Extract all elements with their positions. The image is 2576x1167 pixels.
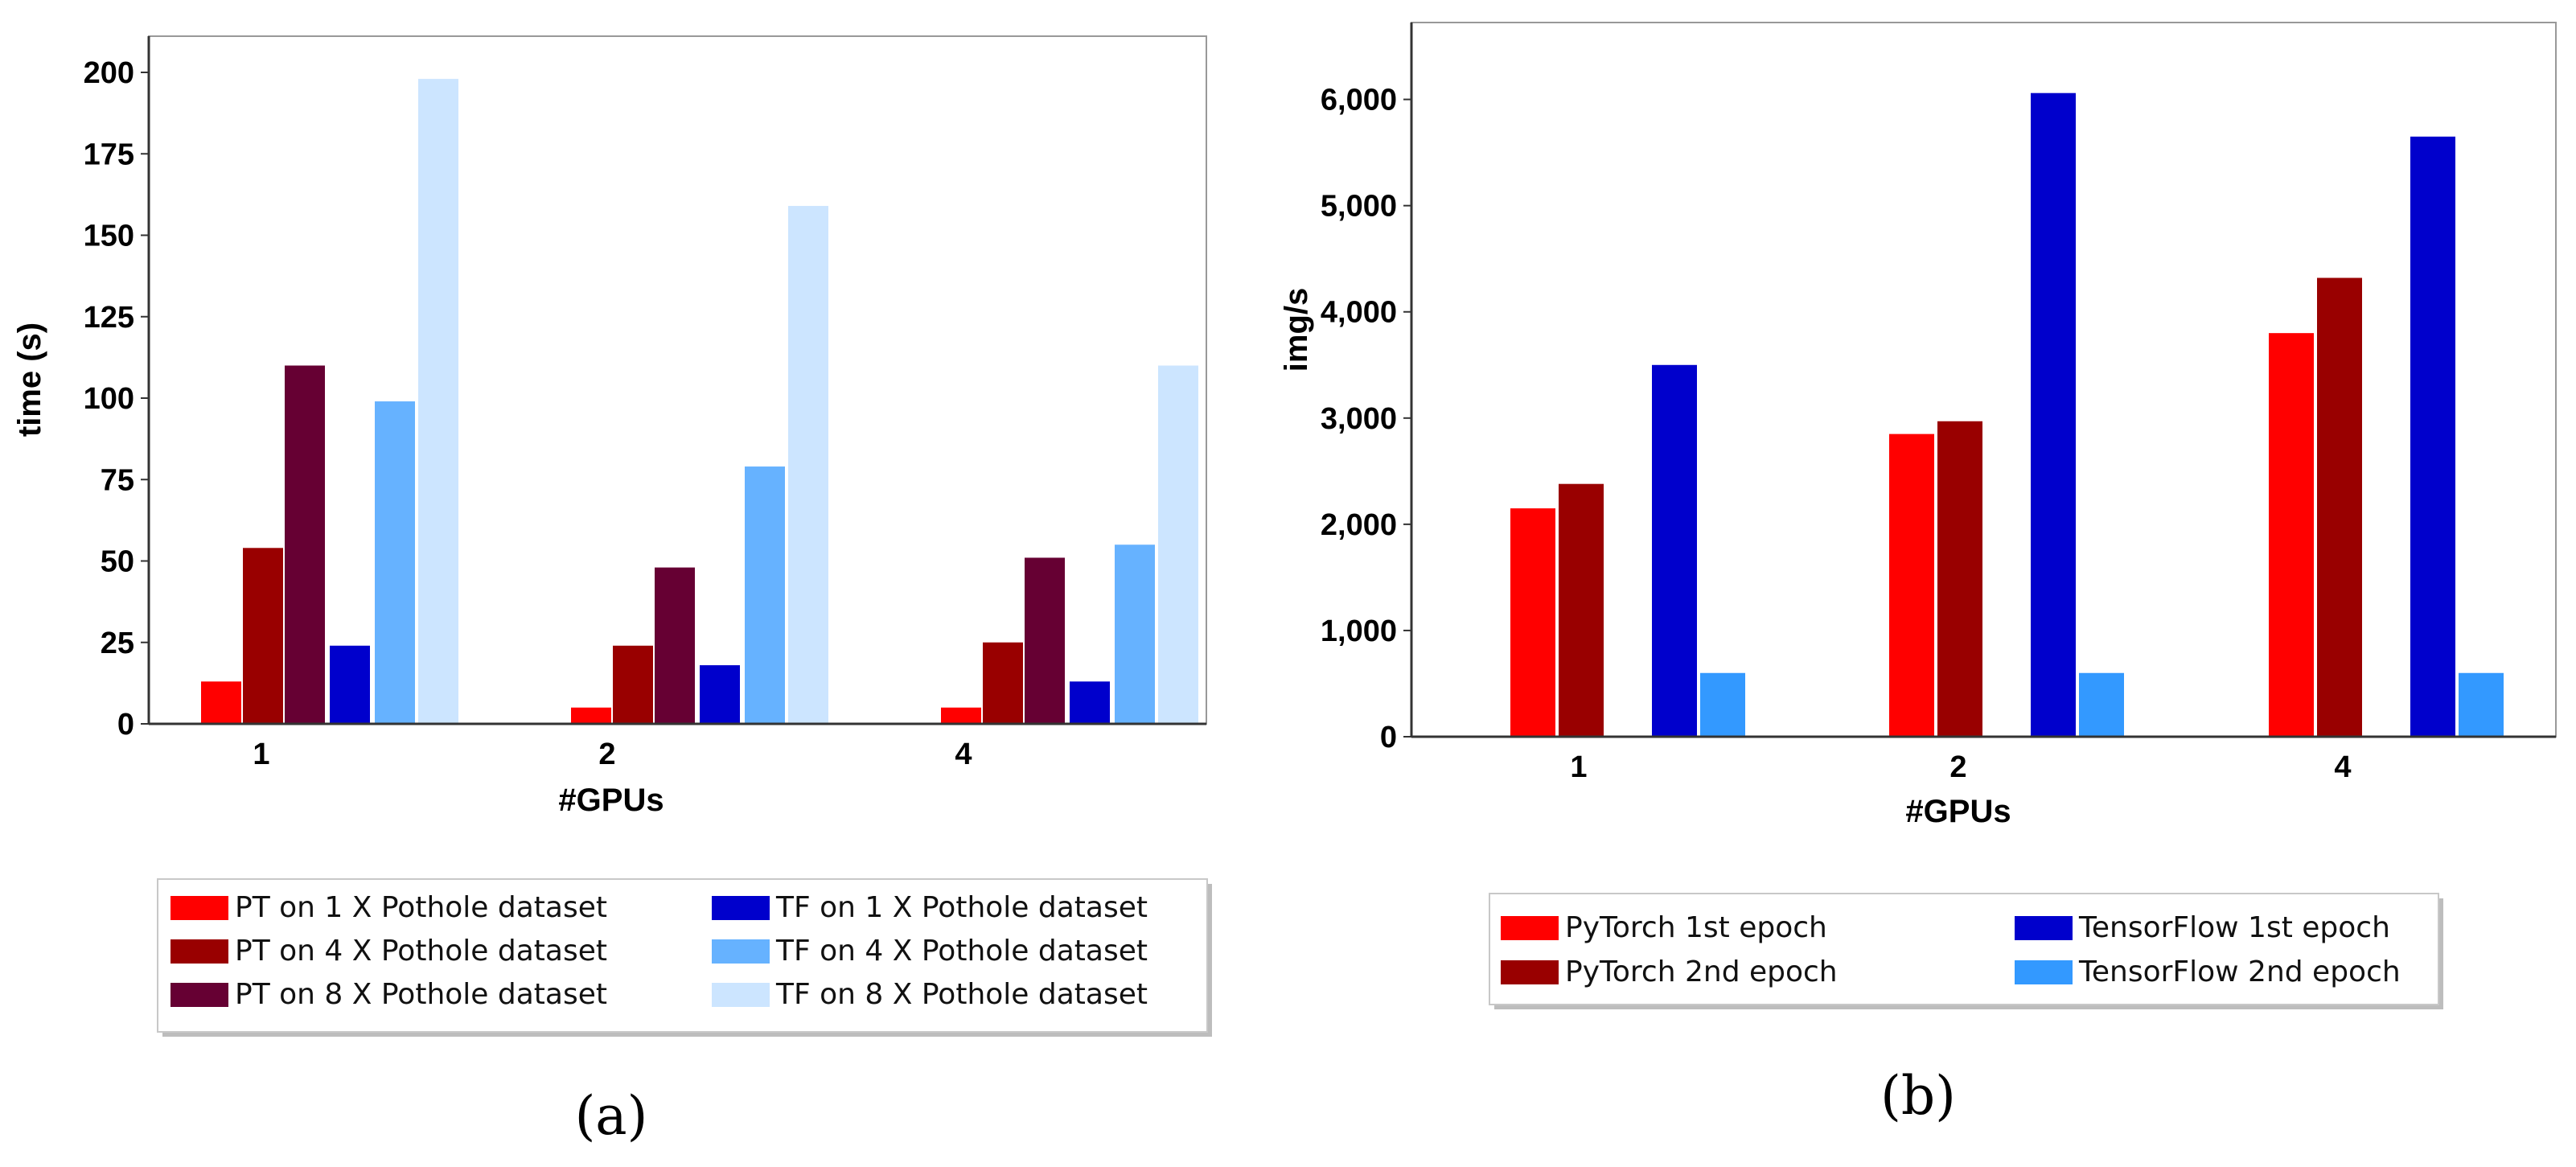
panel-b-caption: (b): [1880, 1065, 1956, 1127]
bar: [1115, 544, 1155, 724]
y-tick-label: 75: [101, 463, 134, 497]
legend-label: PyTorch 1st epoch: [1565, 911, 1827, 944]
bar: [2317, 277, 2362, 737]
y-tick-label: 5,000: [1321, 190, 1397, 224]
bar: [2459, 672, 2504, 737]
legend-label: PyTorch 2nd epoch: [1565, 955, 1838, 988]
bar: [2269, 333, 2314, 737]
panel-b-bars: [1510, 92, 2504, 738]
bar: [1937, 421, 1982, 737]
panel-b-legend-box: [1489, 893, 2439, 1005]
y-tick-label: 2,000: [1321, 508, 1397, 542]
legend-swatch: [712, 983, 770, 1007]
legend-swatch: [712, 896, 770, 920]
y-tick-label: 1,000: [1321, 614, 1397, 648]
bar: [571, 707, 611, 724]
y-tick-label: 100: [84, 382, 134, 416]
legend-swatch: [171, 939, 228, 964]
panel-a-y-axis-label: time (s): [12, 323, 47, 437]
bar: [1559, 483, 1604, 737]
panel-a-legend-box: [157, 878, 1208, 1033]
legend-swatch: [2015, 960, 2073, 984]
y-tick-label: 6,000: [1321, 84, 1397, 117]
panel-a-x-ticks: 1 2 4: [253, 738, 972, 771]
x-tick-label: 2: [1949, 750, 1966, 784]
legend-label: PT on 8 X Pothole dataset: [235, 978, 607, 1011]
panel-b-y-ticks: 0 1,000 2,000 3,000 4,000 5,000 6,000: [1321, 84, 1411, 754]
legend-swatch: [2015, 916, 2073, 940]
panel-b-x-axis-label: #GPUs: [1905, 794, 2011, 829]
bar: [2410, 136, 2455, 738]
legend-swatch: [1501, 960, 1559, 984]
legend-label: PT on 1 X Pothole dataset: [235, 891, 607, 924]
x-tick-label: 4: [955, 738, 972, 771]
bar: [1889, 434, 1934, 737]
legend-swatch: [171, 896, 228, 920]
y-tick-label: 200: [84, 56, 134, 90]
bar: [983, 642, 1023, 724]
y-tick-label: 4,000: [1321, 296, 1397, 330]
y-tick-label: 175: [84, 138, 134, 171]
panel-b-x-ticks: 1 2 4: [1570, 750, 2351, 784]
bar: [1510, 508, 1555, 737]
bar: [1700, 672, 1745, 737]
legend-label: TF on 8 X Pothole dataset: [775, 978, 1148, 1011]
bar: [1025, 557, 1065, 724]
x-tick-label: 1: [1570, 750, 1587, 784]
legend-label: TensorFlow 1st epoch: [2078, 911, 2390, 944]
y-tick-label: 0: [1380, 721, 1397, 754]
panel-a-y-ticks: 0 25 50 75 100 125 150 175 200: [84, 56, 149, 742]
legend-label: TensorFlow 2nd epoch: [2078, 955, 2401, 988]
legend-label: TF on 1 X Pothole dataset: [775, 891, 1148, 924]
legend-label: PT on 4 X Pothole dataset: [235, 935, 607, 968]
bar: [330, 645, 370, 724]
legend-swatch: [712, 939, 770, 964]
bar: [1158, 365, 1198, 724]
y-tick-label: 25: [101, 627, 134, 660]
bar: [285, 365, 325, 724]
panel-b-legend: PyTorch 1st epoch PyTorch 2nd epoch Tensor…: [1489, 893, 2443, 1009]
bar: [418, 79, 458, 725]
panel-b-throughput-chart: 0 1,000 2,000 3,000 4,000 5,000 6,000 1 2 4 img/…: [1279, 22, 2557, 1127]
x-tick-label: 1: [253, 738, 269, 771]
bar: [788, 206, 828, 724]
bar: [1652, 364, 1697, 737]
bar: [1070, 681, 1110, 724]
bar: [700, 665, 740, 724]
bar: [655, 567, 695, 724]
bar: [613, 645, 653, 724]
legend-swatch: [171, 983, 228, 1007]
y-tick-label: 125: [84, 301, 134, 335]
bar: [201, 681, 241, 724]
bar: [243, 548, 283, 724]
panel-a-legend: PT on 1 X Pothole dataset PT on 4 X Potho…: [157, 878, 1212, 1037]
legend-swatch: [1501, 916, 1559, 940]
bar: [2031, 92, 2076, 737]
y-tick-label: 3,000: [1321, 402, 1397, 436]
bar: [745, 466, 785, 724]
legend-label: TF on 4 X Pothole dataset: [775, 935, 1148, 968]
panel-a-x-axis-label: #GPUs: [558, 783, 664, 818]
panel-a-time-chart: 0 25 50 75 100 125 150 175 200 1 2 4 time (s) #GPU…: [12, 35, 1212, 1147]
bar: [375, 401, 415, 724]
panel-b-legend-items: PyTorch 1st epoch PyTorch 2nd epoch Tensor…: [1501, 911, 2401, 988]
panel-b-y-axis-label: img/s: [1279, 288, 1314, 372]
panel-a-caption: (a): [575, 1085, 648, 1147]
x-tick-label: 4: [2334, 750, 2351, 784]
panel-a-bars: [201, 79, 1198, 725]
x-tick-label: 2: [598, 738, 615, 771]
y-tick-label: 150: [84, 220, 134, 253]
y-tick-label: 0: [117, 708, 134, 742]
bar: [941, 707, 981, 724]
panel-a-legend-items: PT on 1 X Pothole dataset PT on 4 X Potho…: [171, 891, 1148, 1011]
y-tick-label: 50: [101, 545, 134, 579]
bar: [2079, 672, 2124, 737]
